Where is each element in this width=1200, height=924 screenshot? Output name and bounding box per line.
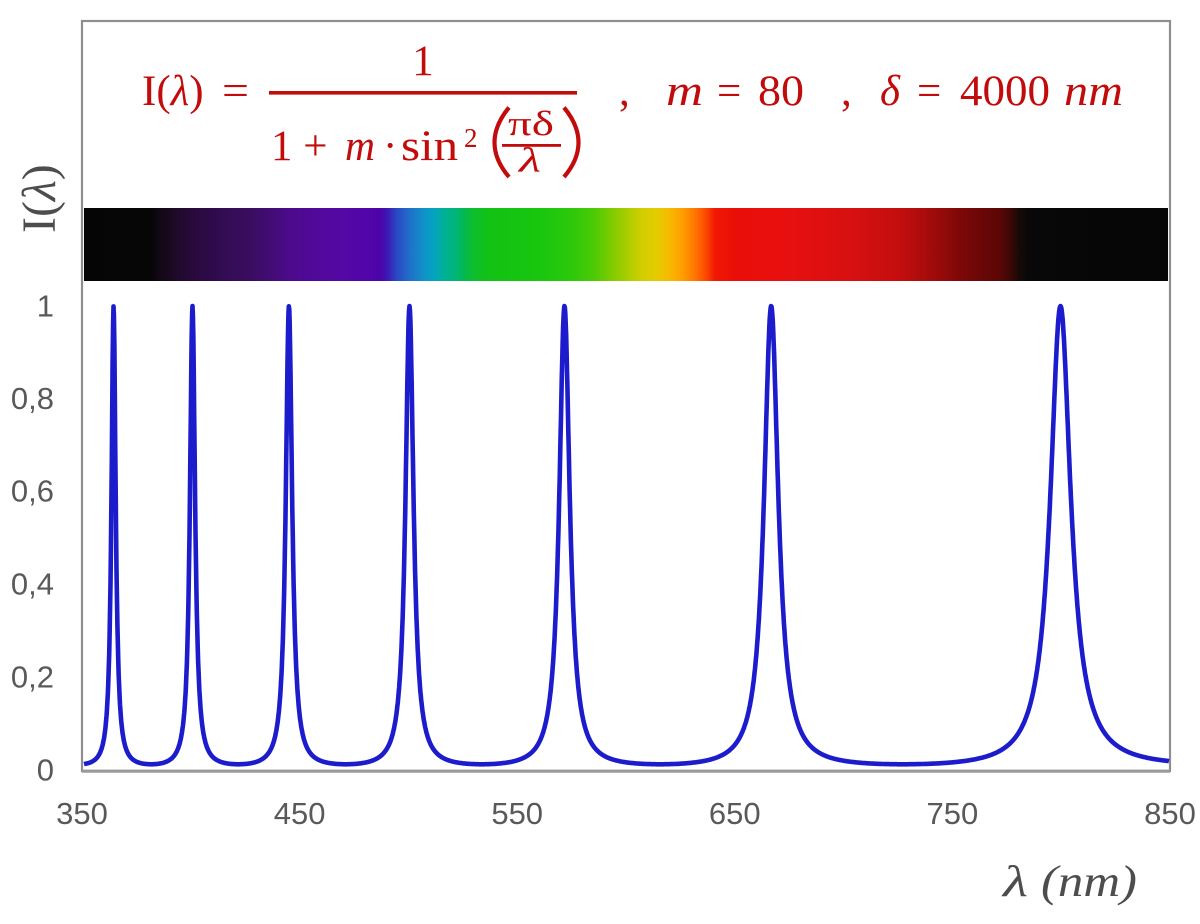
svg-text:1 +: 1 + <box>271 123 328 170</box>
svg-text:,: , <box>619 68 630 115</box>
svg-text:δ: δ <box>880 68 901 115</box>
svg-text:m: m <box>666 68 703 115</box>
svg-text:750: 750 <box>927 796 979 831</box>
svg-text:·: · <box>383 123 397 170</box>
svg-text:,: , <box>841 68 852 115</box>
svg-text:=: = <box>222 68 249 115</box>
svg-text:0: 0 <box>37 753 54 788</box>
svg-text:0,4: 0,4 <box>11 567 54 602</box>
svg-text:I(λ): I(λ) <box>142 68 204 115</box>
svg-text:=: = <box>917 68 941 115</box>
svg-text:650: 650 <box>709 796 761 831</box>
svg-text:80: 80 <box>758 68 804 115</box>
svg-text:550: 550 <box>491 796 543 831</box>
svg-text:nm: nm <box>1064 68 1123 115</box>
svg-text:(nm): (nm) <box>1041 857 1137 906</box>
svg-text:=: = <box>717 68 741 115</box>
svg-text:4000: 4000 <box>960 68 1050 115</box>
svg-text:350: 350 <box>56 796 108 831</box>
svg-text:0,6: 0,6 <box>11 474 54 509</box>
svg-text:1: 1 <box>37 289 54 324</box>
svg-text:1: 1 <box>412 38 434 85</box>
svg-text:2: 2 <box>464 123 478 153</box>
svg-text:πδ: πδ <box>508 104 554 143</box>
svg-text:0,2: 0,2 <box>11 660 54 695</box>
svg-text:λ: λ <box>1000 857 1028 906</box>
svg-text:λ: λ <box>518 141 541 180</box>
svg-text:0,8: 0,8 <box>11 381 54 416</box>
svg-text:850: 850 <box>1144 796 1196 831</box>
svg-text:I(λ): I(λ) <box>13 164 66 233</box>
svg-text:sin: sin <box>401 123 458 170</box>
svg-text:450: 450 <box>274 796 326 831</box>
svg-text:m: m <box>345 123 375 170</box>
